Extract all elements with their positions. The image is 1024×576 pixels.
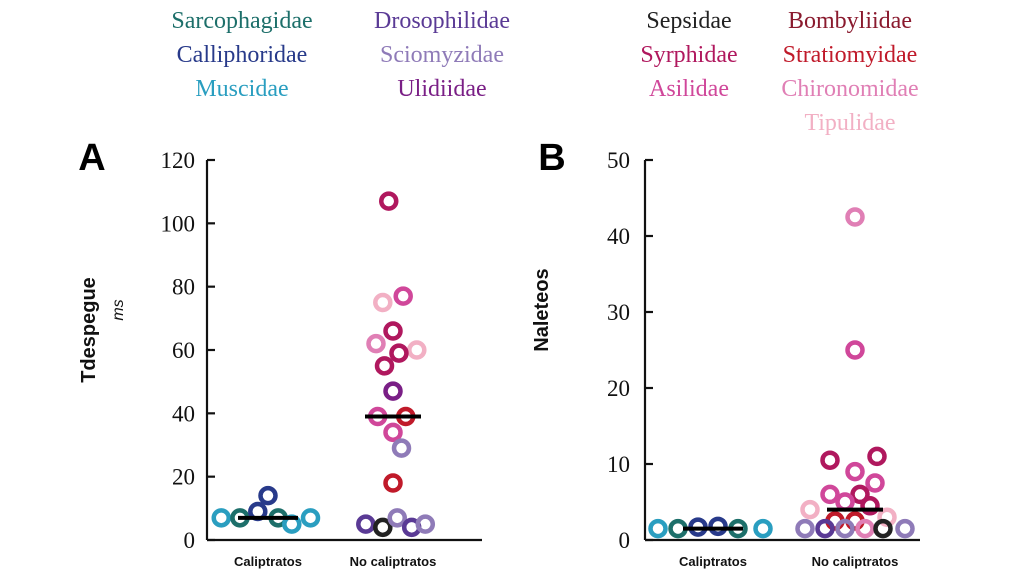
legend-entry: Muscidae [195,76,288,102]
y-tick-label: 40 [607,224,630,249]
y-tick-label: 0 [184,528,196,553]
x-category-label: No caliptratos [812,554,899,569]
y-tick-label: 120 [161,148,196,173]
legend-entry: Sciomyzidae [380,42,504,68]
legend-entry: Asilidae [649,76,729,102]
legend-entry: Sepsidae [646,8,731,34]
y-tick-label: 0 [619,528,631,553]
panel-label: B [538,137,565,179]
data-point [387,508,407,528]
legend-entry: Drosophilidae [374,8,510,34]
data-point [850,484,870,505]
data-point [800,499,820,520]
y-tick-label: 40 [172,401,195,426]
y-axis-label: Tdespegue [78,277,100,383]
family-legend: Sarcophagidae Calliphoridae Muscidae Drosop… [171,8,918,136]
legend-entry: Chironomidae [781,76,918,102]
data-point [374,356,395,376]
panel-a-chart: A 0 20 40 60 80 100 120 Tdespegue ms Caliptratos No… [78,137,482,569]
data-point [383,321,403,341]
data-point [860,496,880,516]
panel-b-chart: B 0 10 20 30 40 50 Naleteos Caliptratos No calipt… [531,137,920,569]
y-tick-label: 80 [172,275,195,300]
data-point [383,422,403,443]
y-tick-label: 20 [172,465,195,490]
data-point [815,518,835,539]
data-point [820,484,840,505]
data-point [873,518,893,539]
data-point [845,207,865,227]
data-point [211,508,231,528]
x-category-label: Caliptratos [679,554,747,569]
y-axis-unit: ms [110,299,127,320]
data-point [835,518,855,539]
legend-entry: Stratiomyidae [783,42,918,68]
data-point [708,516,728,537]
y-tick-label: 50 [607,148,630,173]
panel-label: A [78,137,105,179]
legend-entry: Tipulidae [804,110,895,136]
data-point [855,518,875,539]
y-tick-label: 30 [607,300,630,325]
data-point [407,340,427,360]
y-tick-label: 20 [607,376,630,401]
data-point [845,340,865,360]
y-tick-label: 100 [161,211,196,236]
data-point [389,343,409,363]
data-point [373,517,393,538]
data-point [366,333,386,354]
legend-entry: Sarcophagidae [171,8,312,34]
data-point [895,518,915,539]
data-point [379,191,399,211]
x-category-label: No caliptratos [350,554,437,569]
data-point [865,473,885,493]
legend-entry: Ulidiidae [397,76,486,102]
legend-entry: Calliphoridae [177,42,308,68]
y-tick-label: 10 [607,452,630,477]
data-point [373,292,393,313]
data-point [356,514,376,534]
data-point [753,518,773,539]
y-axis-label: Naleteos [531,268,553,351]
data-point [415,514,436,534]
data-point [867,446,887,467]
data-point [845,461,865,482]
data-point [835,492,855,512]
data-point [300,508,321,528]
data-point [383,381,403,401]
legend-entry: Bombyliidae [788,8,912,34]
data-point [393,286,413,306]
data-point [795,518,815,539]
data-point [258,485,278,506]
data-point [820,450,840,470]
data-point [648,518,668,539]
y-tick-label: 60 [172,338,195,363]
x-category-label: Caliptratos [234,554,302,569]
data-point [391,438,412,458]
legend-entry: Syrphidae [640,42,737,68]
data-point [383,473,403,493]
